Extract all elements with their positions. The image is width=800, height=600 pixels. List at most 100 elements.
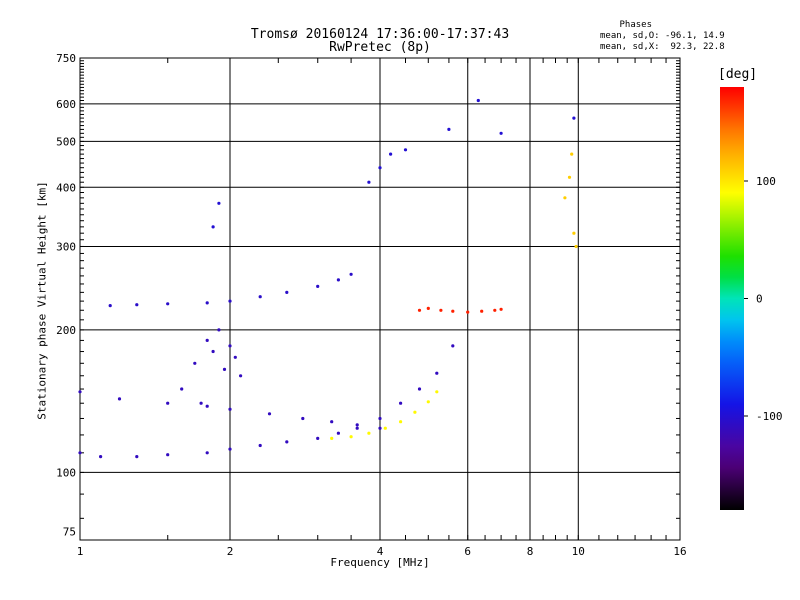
y-axis-label: Stationary phase Virtual Height [km] [35,181,49,420]
y-tick-label: 400 [56,181,76,194]
colorbar [720,87,744,510]
y-tick-label: 300 [56,240,76,253]
stats-header: Phases [619,20,652,30]
data-point [399,420,403,424]
y-tick-label: 500 [56,135,76,148]
colorbar-tick-label: 100 [756,175,776,188]
data-point [205,301,209,305]
data-point [211,349,215,354]
data-point [205,451,209,455]
x-tick-label: 2 [227,545,234,558]
data-point [378,166,382,170]
data-point [330,420,334,424]
data-point [480,309,484,313]
data-point [285,440,289,444]
data-point [228,407,232,411]
data-point [228,299,232,303]
data-point [316,284,320,288]
data-point [493,308,497,312]
data-point [108,304,112,308]
data-point [572,116,576,120]
data-point [378,426,382,430]
colorbar-tick-label: 0 [756,293,763,306]
data-point [211,225,215,229]
x-tick-label: 16 [673,545,686,558]
data-point [499,307,503,311]
data-point [417,308,422,312]
data-point [399,401,403,405]
y-tick-label: 75 [63,526,76,539]
data-point [349,272,353,276]
data-point [267,412,272,416]
data-point [336,431,340,435]
data-point [435,390,439,394]
data-point [417,387,422,391]
data-point [413,410,417,414]
data-point [233,355,237,359]
data-point [217,328,221,332]
data-point [180,387,184,391]
data-point [574,244,578,249]
x-tick-label: 10 [572,545,585,558]
data-point [166,302,170,306]
data-point [205,338,209,342]
data-point [336,278,340,282]
data-point [258,295,262,299]
data-point [135,455,139,459]
data-point [572,231,576,235]
data-point [355,423,359,427]
data-point [403,148,408,152]
data-point [217,201,221,205]
data-point [205,404,209,408]
data-point [435,371,439,375]
stats-line-o: mean, sd,O: -96.1, 14.9 [600,31,725,41]
data-point [355,426,359,430]
data-point [426,306,430,310]
data-point [222,367,227,371]
data-point [228,344,232,348]
data-point [451,309,455,313]
colorbar-title: [deg] [718,67,758,82]
y-tick-label: 100 [56,466,76,479]
x-tick-label: 8 [527,545,534,558]
x-tick-label: 1 [77,545,84,558]
data-point [285,290,289,294]
data-point [166,401,170,405]
data-point [447,127,451,131]
data-point [439,308,443,312]
x-axis-label: Frequency [MHz] [330,556,430,569]
data-point [367,431,371,435]
x-tick-label: 6 [464,545,471,558]
data-point [389,152,393,156]
data-point [239,374,243,378]
data-point [499,131,503,135]
data-point [567,175,572,179]
data-point [476,98,480,103]
y-tick-label: 200 [56,324,76,337]
data-point [78,390,82,394]
data-point [563,196,567,200]
data-point [228,447,232,451]
chart-subtitle: RwPretec (8p) [329,40,431,55]
stats-line-x: mean, sd,X: 92.3, 22.8 [600,42,725,52]
data-point [258,443,262,448]
data-point [426,400,430,404]
data-point [383,426,387,430]
data-point [135,303,139,307]
data-point [301,416,305,421]
y-tick-label: 600 [56,98,76,111]
data-point [570,152,574,156]
colorbar-tick-label: -100 [756,410,783,423]
data-point [99,455,103,459]
data-point [78,451,82,455]
data-point [367,180,371,184]
data-point [117,397,122,401]
data-point [349,435,353,439]
data-point [330,436,334,440]
data-point [316,436,320,440]
data-point [199,401,203,405]
data-point [466,310,470,314]
data-point [166,453,170,457]
phase-stats: Phases mean, sd,O: -96.1, 14.9 mean, sd,… [600,20,800,53]
